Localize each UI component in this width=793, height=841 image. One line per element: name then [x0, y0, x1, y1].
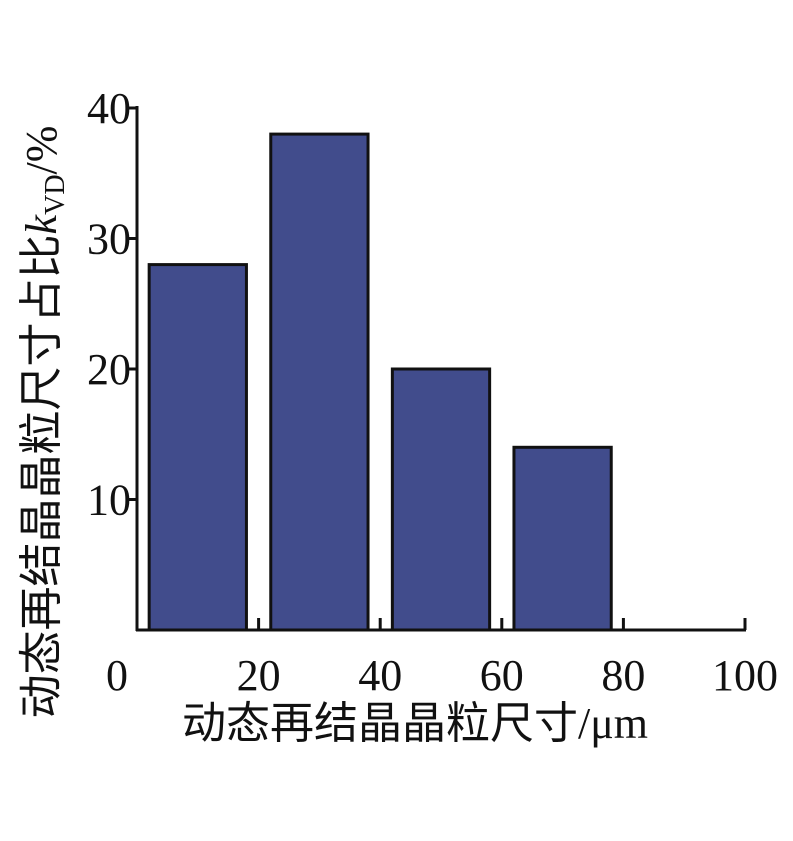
x-axis-label: 动态再结晶晶粒尺寸/μm — [182, 699, 648, 748]
y-label-unit: /% — [17, 126, 66, 175]
x-tick-label: 100 — [712, 651, 778, 700]
x-tick-label: 60 — [480, 651, 524, 700]
bar — [269, 132, 370, 632]
bar — [147, 263, 248, 632]
x-tick-label: 0 — [106, 651, 128, 700]
bar — [512, 445, 613, 632]
x-tick-label: 20 — [237, 651, 281, 700]
y-tick-label: 30 — [87, 215, 131, 264]
x-tick-label: 80 — [601, 651, 645, 700]
bar — [390, 367, 492, 632]
x-tick-label: 40 — [358, 651, 402, 700]
y-axis-label: 动态再结晶晶粒尺寸占比kVD/% — [17, 126, 71, 719]
y-label-main: 动态再结晶晶粒尺寸占比 — [17, 234, 66, 718]
y-tick-label: 10 — [87, 476, 131, 525]
y-label-subscript: VD — [40, 174, 71, 214]
y-tick-label: 20 — [87, 345, 131, 394]
y-label-symbol: k — [17, 213, 66, 234]
y-tick-label: 40 — [87, 84, 131, 133]
